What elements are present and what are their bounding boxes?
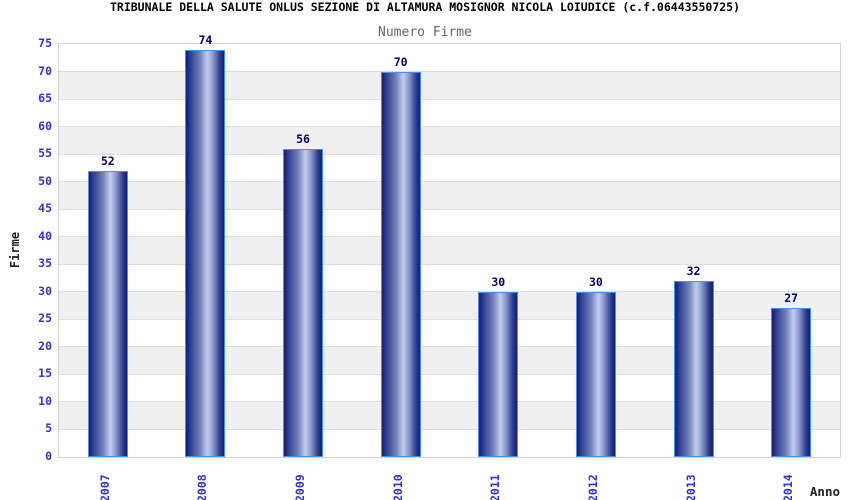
bar-2010 <box>380 71 421 457</box>
background-band <box>59 154 840 182</box>
gridline <box>59 346 840 348</box>
gridline <box>59 263 840 265</box>
background-band <box>59 374 840 402</box>
background-band <box>59 429 840 457</box>
chart-title: TRIBUNALE DELLA SALUTE ONLUS SEZIONE DI … <box>109 0 741 14</box>
y-tick-label: 15 <box>38 366 52 381</box>
y-tick-label: 75 <box>38 36 52 50</box>
gridline <box>59 126 840 128</box>
chart-subtitle: Numero Firme <box>378 25 472 40</box>
background-band <box>59 236 840 265</box>
y-tick-label: 40 <box>38 228 52 243</box>
y-tick-label: 0 <box>45 449 52 463</box>
background-band <box>59 401 840 430</box>
y-tick-label: 60 <box>38 118 52 133</box>
gridline <box>59 208 840 210</box>
x-tick-label: 2009 <box>293 474 308 500</box>
y-tick-label: 70 <box>38 63 52 78</box>
bar-value-label: 70 <box>393 54 408 69</box>
gridline <box>59 236 840 238</box>
x-tick-label: 2013 <box>683 474 698 500</box>
y-tick-label: 25 <box>38 311 52 326</box>
bar-value-label: 52 <box>100 153 115 168</box>
plot-area: 52 74 56 70 30 30 32 27 <box>58 33 841 458</box>
x-tick-label: 2014 <box>781 474 796 500</box>
bar-value-label: 30 <box>589 274 603 289</box>
background-band <box>59 346 840 375</box>
gridline <box>59 428 840 430</box>
x-tick-label: 2012 <box>585 474 600 500</box>
y-tick-label: 65 <box>38 91 52 106</box>
gridline <box>59 318 840 320</box>
bar-value-label: 30 <box>491 274 506 289</box>
bar-2007 <box>87 170 128 457</box>
x-axis-title: Anno <box>809 484 840 499</box>
gridline <box>59 291 840 293</box>
y-tick-label: 55 <box>38 146 52 161</box>
bar-2011 <box>478 291 519 457</box>
x-tick-label: 2008 <box>195 474 210 500</box>
background-band <box>59 209 840 237</box>
y-tick-label: 50 <box>38 173 52 188</box>
gridline <box>59 373 840 375</box>
y-tick-label: 5 <box>45 421 52 436</box>
bar-2012 <box>575 291 616 457</box>
bar-value-label: 74 <box>198 32 213 47</box>
x-tick-label: 2010 <box>390 474 405 500</box>
y-tick-label: 35 <box>38 256 52 271</box>
x-tick-label: 2007 <box>97 474 112 500</box>
background-band <box>59 99 840 127</box>
bar-2009 <box>283 148 324 457</box>
background-band <box>59 44 840 72</box>
background-band <box>59 319 840 347</box>
background-band <box>59 181 840 210</box>
background-band <box>59 126 840 155</box>
bar-value-label: 27 <box>784 291 799 306</box>
gridline <box>59 98 840 100</box>
bar-2014 <box>771 308 812 457</box>
background-band <box>59 291 840 320</box>
bar-2013 <box>673 280 714 457</box>
gridline <box>59 181 840 183</box>
gridline <box>59 153 840 155</box>
bar-2008 <box>185 49 226 457</box>
bar-value-label: 56 <box>296 131 310 146</box>
gridline <box>59 401 840 403</box>
background-band <box>59 71 840 100</box>
y-tick-label: 20 <box>38 338 52 353</box>
y-tick-label: 30 <box>38 283 52 298</box>
x-tick-label: 2011 <box>488 474 503 500</box>
y-tick-label: 10 <box>38 393 52 408</box>
y-tick-label: 45 <box>38 201 52 216</box>
gridline <box>59 71 840 73</box>
bar-value-label: 32 <box>686 263 701 278</box>
